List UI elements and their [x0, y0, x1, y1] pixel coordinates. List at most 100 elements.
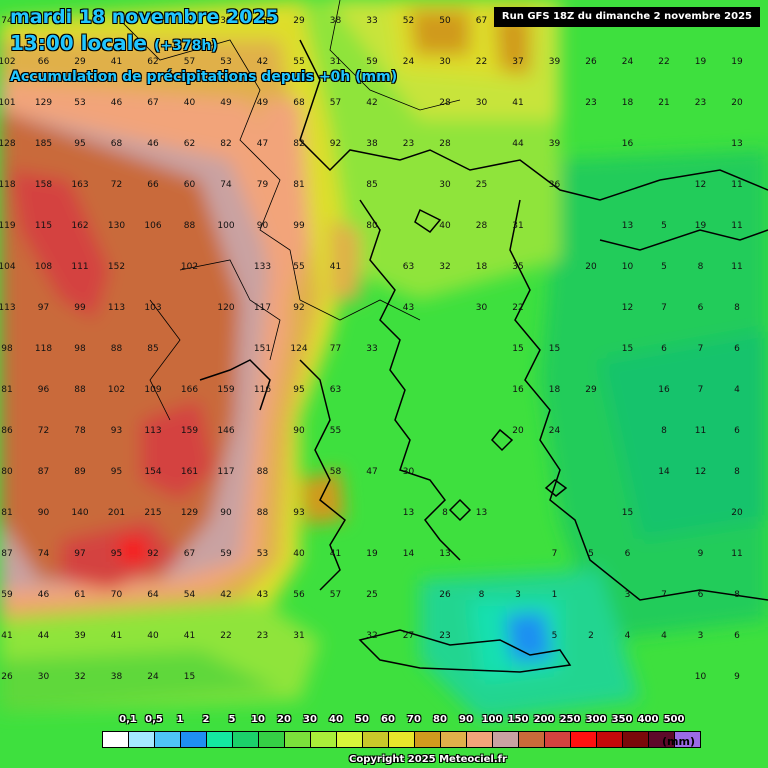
grid-value: 159	[217, 385, 234, 395]
grid-value: 86	[1, 426, 13, 436]
grid-value: 23	[403, 139, 414, 149]
grid-value: 8	[734, 303, 740, 313]
grid-value: 19	[695, 221, 707, 231]
grid-value: 25	[366, 590, 377, 600]
grid-value: 5	[552, 631, 558, 641]
grid-value: 62	[147, 57, 158, 67]
grid-value: 82	[220, 139, 231, 149]
legend-label: 200	[533, 714, 555, 725]
grid-value: 59	[220, 549, 232, 559]
legend-label: 40	[329, 714, 343, 725]
legend-label: 400	[637, 714, 659, 725]
legend-swatch	[414, 731, 441, 748]
grid-value: 20	[512, 426, 524, 436]
grid-value: 21	[658, 98, 669, 108]
grid-value: 90	[293, 426, 305, 436]
grid-value: 26	[439, 590, 451, 600]
legend-label: 5	[228, 714, 236, 725]
grid-value: 40	[147, 631, 159, 641]
grid-value: 42	[257, 57, 268, 67]
grid-value: 6	[734, 344, 740, 354]
legend-swatch	[362, 731, 389, 748]
grid-value: 19	[731, 57, 743, 67]
grid-value: 146	[217, 426, 234, 436]
grid-value: 1	[552, 590, 558, 600]
grid-value: 13	[731, 139, 742, 149]
grid-value: 44	[38, 631, 50, 641]
parameter-title: Accumulation de précipitations depuis +0…	[10, 69, 398, 85]
grid-value: 7	[698, 385, 704, 395]
legend-label: 350	[611, 714, 633, 725]
grid-value: 97	[38, 303, 49, 313]
grid-value: 4	[625, 631, 631, 641]
grid-value: 39	[549, 57, 561, 67]
grid-value: 185	[35, 139, 52, 149]
grid-value: 99	[293, 221, 305, 231]
legend-swatch	[440, 731, 467, 748]
grid-value: 28	[439, 139, 451, 149]
grid-value: 47	[257, 139, 268, 149]
legend-label: 30	[303, 714, 317, 725]
rain-zones	[0, 0, 768, 720]
grid-value: 116	[254, 385, 271, 395]
grid-value: 23	[695, 98, 706, 108]
grid-value: 95	[74, 139, 85, 149]
grid-value: 37	[512, 57, 523, 67]
date-line: mardi 18 novembre 2025	[10, 6, 279, 28]
grid-value: 104	[0, 262, 16, 272]
grid-value: 118	[0, 180, 16, 190]
grid-value: 61	[74, 590, 85, 600]
grid-value: 49	[257, 98, 269, 108]
grid-value: 19	[366, 549, 378, 559]
grid-value: 140	[71, 508, 88, 518]
grid-value: 6	[661, 344, 667, 354]
time-line: 13:00 locale (+378h)	[10, 31, 218, 55]
grid-value: 6	[698, 303, 704, 313]
grid-value: 25	[476, 180, 487, 190]
grid-value: 93	[111, 426, 122, 436]
grid-value: 60	[184, 180, 196, 190]
grid-value: 26	[585, 57, 597, 67]
grid-value: 163	[71, 180, 88, 190]
grid-value: 14	[658, 467, 670, 477]
grid-value: 120	[217, 303, 234, 313]
grid-value: 12	[622, 303, 633, 313]
grid-value: 117	[217, 467, 234, 477]
grid-value: 15	[622, 344, 633, 354]
grid-value: 96	[38, 385, 50, 395]
legend-label: 1	[176, 714, 184, 725]
grid-value: 74	[38, 549, 50, 559]
grid-value: 31	[512, 221, 523, 231]
legend-label: 150	[507, 714, 529, 725]
legend-label: 100	[481, 714, 503, 725]
grid-value: 31	[293, 631, 304, 641]
grid-value: 20	[585, 262, 597, 272]
grid-value: 81	[1, 385, 12, 395]
grid-value: 43	[257, 590, 268, 600]
grid-value: 28	[439, 98, 451, 108]
grid-value: 88	[111, 344, 123, 354]
legend-swatch	[206, 731, 233, 748]
grid-value: 16	[512, 385, 524, 395]
grid-value: 68	[293, 98, 305, 108]
grid-value: 74	[220, 180, 232, 190]
grid-value: 7	[661, 303, 667, 313]
grid-value: 129	[35, 98, 52, 108]
grid-value: 97	[74, 549, 85, 559]
grid-value: 119	[0, 221, 16, 231]
grid-value: 6	[625, 549, 631, 559]
grid-value: 20	[731, 98, 743, 108]
legend-label: 300	[585, 714, 607, 725]
grid-value: 28	[476, 221, 488, 231]
legend-swatch	[284, 731, 311, 748]
grid-value: 46	[38, 590, 50, 600]
grid-value: 133	[254, 262, 271, 272]
grid-value: 27	[403, 631, 414, 641]
run-info: Run GFS 18Z du dimanche 2 novembre 2025	[493, 7, 760, 27]
grid-value: 33	[366, 16, 377, 26]
grid-value: 30	[439, 180, 451, 190]
grid-value: 57	[330, 98, 341, 108]
grid-value: 56	[293, 590, 305, 600]
grid-value: 63	[330, 385, 341, 395]
